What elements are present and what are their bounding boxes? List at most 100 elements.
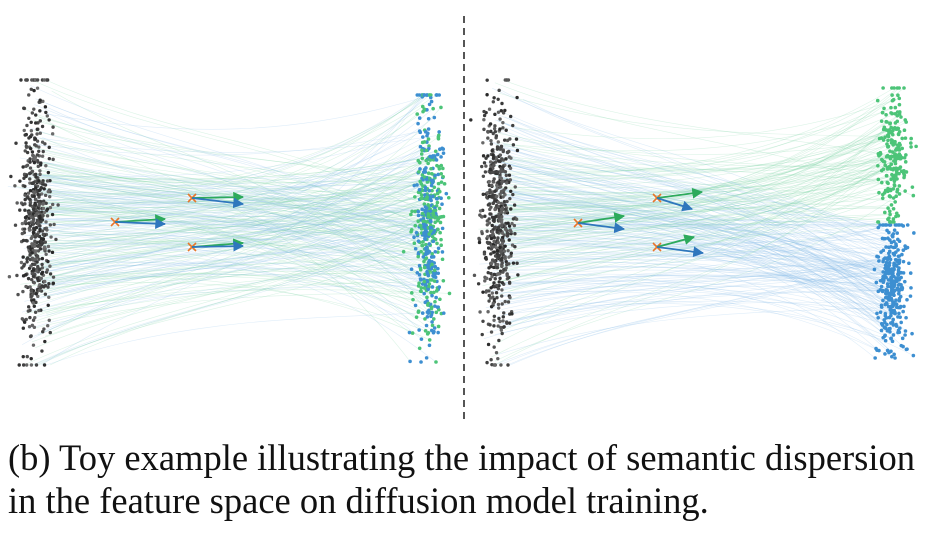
target-point-blue (908, 271, 913, 275)
flow-line (502, 154, 880, 269)
source-point (496, 110, 501, 114)
source-point (491, 232, 495, 236)
target-point-green (421, 239, 425, 244)
flow-line (47, 174, 429, 287)
target-point-blue (890, 233, 895, 238)
source-point (51, 125, 55, 129)
flow-line (31, 112, 429, 229)
flow-line (482, 188, 894, 287)
target-point-green (880, 196, 885, 201)
target-point-blue (417, 129, 422, 133)
target-point-blue (899, 343, 904, 348)
target-point-blue (904, 347, 909, 352)
target-point-green (429, 305, 434, 309)
target-point-blue (900, 252, 904, 257)
flow-line (488, 262, 895, 293)
source-point (37, 202, 42, 206)
target-point-blue (888, 326, 892, 331)
target-point-green (418, 179, 423, 184)
target-point-green (430, 262, 434, 267)
source-point (511, 143, 516, 147)
target-point-blue (879, 284, 884, 289)
target-point-green (417, 346, 422, 351)
target-point-green (432, 279, 437, 283)
source-point (482, 113, 487, 118)
source-point (495, 296, 499, 300)
source-point (39, 220, 43, 224)
source-point (482, 127, 486, 132)
flow-line (40, 215, 437, 298)
target-point-green (909, 145, 913, 149)
source-point (34, 197, 38, 202)
target-point-green (440, 257, 445, 262)
target-point-blue (427, 261, 431, 266)
source-point (20, 221, 25, 226)
target-point-green (914, 144, 918, 149)
source-point (51, 157, 55, 162)
target-point-blue (897, 311, 901, 316)
flow-line (501, 175, 893, 342)
flow-line (41, 282, 426, 332)
target-point-green (425, 195, 429, 199)
target-point-blue (439, 155, 443, 159)
target-point-blue (887, 350, 891, 355)
source-point (492, 239, 496, 244)
flow-line (25, 144, 422, 234)
target-point-blue (883, 311, 888, 316)
target-point-blue (885, 328, 890, 333)
velocity-arrow-green (577, 212, 626, 224)
target-point-green (436, 137, 441, 141)
flow-line (502, 275, 898, 289)
flow-line (24, 211, 433, 366)
target-point-blue (428, 209, 433, 214)
source-point (498, 319, 502, 324)
flow-line (478, 217, 889, 230)
target-point-blue (911, 353, 916, 358)
source-point (496, 240, 500, 245)
flow-line (45, 106, 421, 280)
flow-line (41, 163, 439, 308)
source-point (13, 184, 17, 188)
source-point (508, 166, 513, 170)
target-point-green (895, 189, 899, 194)
source-point (32, 88, 36, 93)
flow-line (33, 222, 431, 251)
source-point (29, 363, 34, 367)
target-point-green (900, 136, 904, 141)
target-point-green (439, 171, 444, 176)
flow-line (503, 280, 892, 339)
source-point (483, 170, 488, 174)
source-point (492, 250, 496, 254)
source-point (26, 245, 31, 249)
source-point (20, 266, 24, 270)
source-point (39, 276, 44, 281)
flow-line (34, 159, 434, 318)
flow-line (495, 170, 890, 295)
flow-line (500, 196, 902, 226)
flow-line (32, 275, 430, 341)
source-point (491, 180, 496, 184)
flow-line (19, 157, 442, 218)
target-point-blue (444, 191, 449, 196)
target-point-green (441, 278, 446, 283)
source-point (19, 260, 24, 265)
source-point (500, 302, 504, 306)
target-point-green (432, 268, 437, 273)
flow-line (38, 270, 418, 291)
flow-line (24, 185, 415, 210)
flow-line (494, 238, 897, 279)
target-point-green (891, 196, 896, 200)
flow-line (25, 177, 420, 228)
flow-line (500, 258, 889, 325)
flow-line (52, 272, 435, 307)
source-point (495, 272, 500, 276)
source-point (30, 150, 35, 154)
target-point-green (888, 220, 893, 224)
source-point (494, 291, 499, 295)
source-point (492, 126, 497, 131)
source-point (30, 111, 35, 115)
source-point (488, 277, 492, 282)
target-point-blue (881, 298, 885, 303)
target-point-green (418, 268, 423, 272)
source-point (23, 219, 28, 224)
